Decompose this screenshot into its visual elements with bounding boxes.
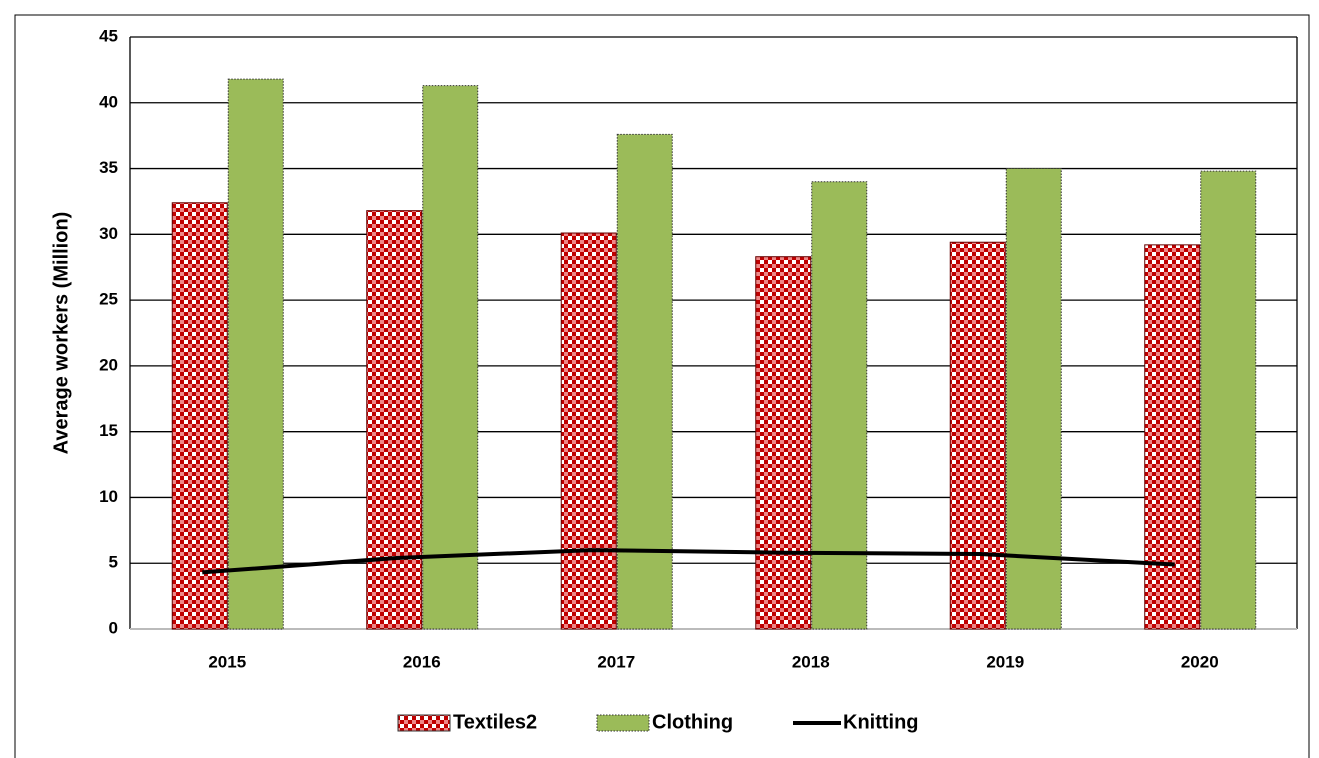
bar <box>755 256 812 630</box>
legend-label: Knitting <box>843 711 919 733</box>
bar <box>1144 244 1201 630</box>
bar <box>1200 170 1257 630</box>
frame <box>14 14 1310 758</box>
y-tick-label: 35 <box>99 158 118 177</box>
legend-swatch <box>397 714 451 732</box>
y-tick-label: 10 <box>99 487 118 506</box>
x-tick-label: 2019 <box>986 652 1024 671</box>
bar <box>227 78 284 630</box>
bar <box>560 232 617 630</box>
x-tick-label: 2020 <box>1181 652 1219 671</box>
y-tick-label: 40 <box>99 92 118 111</box>
y-tick-label: 30 <box>99 224 118 243</box>
y-tick-label: 5 <box>109 553 118 572</box>
legend-label: Textiles2 <box>453 711 537 733</box>
bar <box>811 181 868 630</box>
bar <box>366 210 423 630</box>
y-tick-label: 0 <box>109 618 118 637</box>
x-tick-label: 2018 <box>792 652 830 671</box>
line <box>202 548 1175 575</box>
y-tick-label: 45 <box>99 26 118 45</box>
x-tick-label: 2015 <box>208 652 246 671</box>
y-tick-label: 15 <box>99 421 118 440</box>
y-tick-label: 25 <box>99 290 118 309</box>
legend-label: Clothing <box>652 711 733 733</box>
legend-swatch <box>596 714 650 732</box>
y-axis-label: Average workers (Million) <box>50 212 72 455</box>
x-tick-label: 2017 <box>597 652 635 671</box>
x-tick-label: 2016 <box>403 652 441 671</box>
bar <box>422 85 479 630</box>
bar <box>949 241 1006 630</box>
bar <box>1005 168 1062 630</box>
bar <box>171 202 228 630</box>
y-tick-label: 20 <box>99 355 118 374</box>
bar <box>616 133 673 630</box>
